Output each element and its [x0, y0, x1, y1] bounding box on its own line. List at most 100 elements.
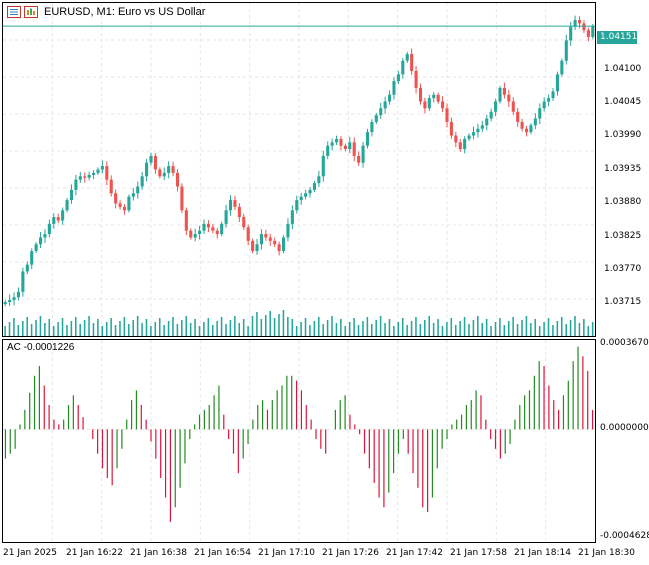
price-chart-pane[interactable]: EURUSD, M1: Euro vs US Dollar: [2, 2, 596, 337]
candle-body: [34, 244, 38, 252]
candle-body: [237, 206, 241, 218]
volume-bar: [225, 324, 227, 336]
candle-body: [551, 91, 555, 99]
candle-body: [277, 244, 281, 252]
candle-body: [290, 210, 294, 224]
candle-body: [52, 217, 56, 224]
candle-body: [109, 179, 113, 194]
candle-body: [480, 125, 484, 129]
candle-body: [339, 138, 343, 146]
candle-body: [158, 169, 162, 177]
volume-bar: [216, 321, 218, 336]
volume-bar: [251, 316, 254, 336]
indicator-tick: 0.0000000: [600, 423, 649, 433]
volume-bar: [52, 326, 55, 336]
volume-bar: [543, 322, 545, 336]
candle-body: [92, 172, 96, 175]
volume-bar: [8, 322, 11, 336]
candle-body: [458, 142, 462, 150]
candle-body: [507, 94, 511, 102]
volume-bar: [75, 317, 77, 336]
candle-body: [299, 196, 303, 201]
volume-bar: [468, 324, 470, 336]
volume-bar: [304, 318, 307, 336]
volume-bar: [163, 325, 165, 336]
candle-body: [343, 145, 347, 150]
candle-body: [268, 237, 272, 241]
volume-bar: [44, 323, 46, 336]
candle-body: [74, 179, 78, 190]
candle-body: [127, 196, 131, 211]
candle-body: [467, 135, 471, 139]
volume-bar: [97, 319, 99, 336]
volume-bar: [247, 326, 249, 336]
volume-bar: [114, 325, 117, 336]
volume-bar: [309, 325, 311, 336]
volume-bar: [35, 320, 37, 336]
volume-bar: [379, 316, 382, 336]
volume-bar: [79, 324, 81, 336]
candle-body: [145, 162, 149, 177]
volume-bar: [211, 325, 214, 336]
volume-bar: [176, 324, 179, 336]
candle-body: [591, 26, 595, 37]
candle-body: [16, 291, 21, 298]
candle-body: [12, 297, 16, 300]
candle-body: [189, 230, 193, 238]
volume-bar: [454, 325, 457, 336]
volume-bar: [66, 325, 68, 336]
candle-body: [586, 30, 590, 37]
candle-body: [228, 200, 233, 211]
volume-bar: [145, 319, 148, 336]
candle-body: [105, 166, 109, 180]
price-tick: 1.03935: [604, 164, 642, 174]
candle-body: [352, 142, 356, 156]
candle-body: [100, 166, 104, 170]
candle-body: [211, 227, 215, 231]
volume-bar: [556, 321, 559, 336]
volume-bar: [57, 322, 59, 336]
volume-bar: [30, 324, 33, 336]
volume-bar: [366, 317, 369, 336]
candle-body: [573, 19, 577, 27]
volume-bar: [269, 311, 271, 336]
ac-indicator-pane[interactable]: AC -0.0001226: [2, 339, 596, 543]
volume-bar: [507, 321, 510, 336]
candle-body: [286, 223, 290, 238]
volume-bar: [393, 326, 395, 336]
candle-body: [264, 234, 268, 238]
candle-body: [569, 26, 573, 41]
chart-settings-icon[interactable]: [24, 6, 38, 18]
candle-body: [242, 217, 246, 228]
volume-bar: [428, 316, 430, 336]
volume-bar: [101, 326, 104, 336]
candle-body: [326, 145, 330, 156]
candle-body: [471, 132, 476, 136]
volume-bar: [499, 318, 501, 336]
candle-body: [149, 155, 153, 163]
chart-list-icon[interactable]: [7, 6, 21, 18]
candle-body: [30, 251, 34, 265]
volume-bar: [92, 323, 95, 336]
candle-body: [281, 237, 286, 252]
volume-bar: [189, 323, 192, 336]
volume-bar: [494, 322, 497, 336]
volume-bar: [348, 322, 351, 336]
volume-bar: [110, 318, 112, 336]
candle-body: [555, 74, 559, 92]
candle-body: [153, 155, 157, 170]
volume-bar: [432, 323, 435, 336]
ac-indicator-canvas[interactable]: [3, 340, 595, 542]
volume-bar: [481, 323, 484, 336]
candle-body: [206, 223, 210, 228]
candle-body: [255, 244, 259, 252]
volume-bar: [21, 321, 24, 336]
volume-bar: [264, 315, 267, 336]
time-tick: 21 Jan 18:30: [578, 548, 635, 558]
price-chart-canvas[interactable]: [3, 3, 595, 336]
candle-body: [418, 87, 423, 102]
candle-body: [582, 23, 586, 31]
volume-bar: [587, 326, 590, 336]
volume-bar: [384, 323, 386, 336]
volume-bar: [578, 323, 581, 336]
